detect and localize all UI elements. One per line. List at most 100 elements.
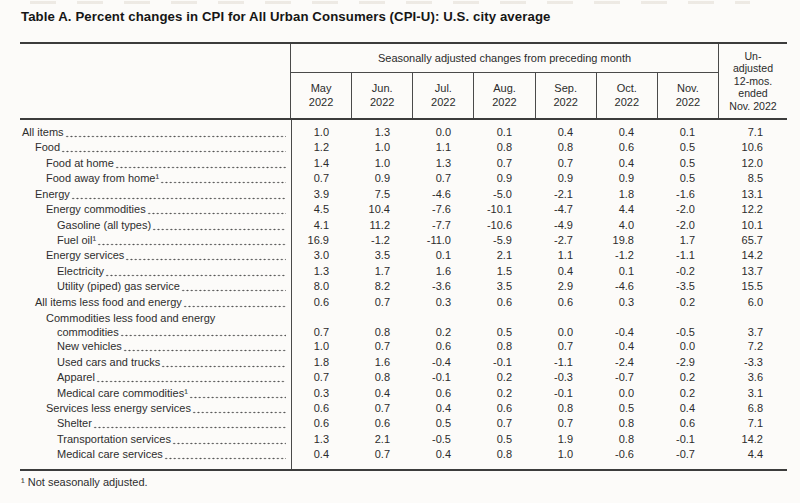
row-label-text: Food away from home¹: [46, 171, 159, 186]
dot-leader: [123, 349, 286, 352]
table-row: Fuel oil¹16.9-1.2-11.0-5.9-2.719.81.765.…: [20, 233, 787, 248]
year-label: 2022: [492, 96, 516, 110]
column-header-unadjusted-12mos: Un- adjusted 12-mos. ended Nov. 2022: [718, 44, 787, 118]
cell-monthly-change: 0.6: [474, 401, 535, 416]
cell-monthly-change: 0.7: [352, 447, 413, 462]
cell-monthly-change: 0.7: [352, 339, 413, 354]
cell-monthly-change: 0.4: [596, 339, 657, 354]
cell-monthly-change: 0.6: [291, 295, 352, 310]
cell-monthly-change: 0.8: [474, 447, 535, 462]
column-header-jun: Jun. 2022: [352, 73, 413, 118]
header-line: Nov. 2022: [729, 100, 777, 112]
row-label: Food at home: [20, 156, 291, 171]
row-label-line: Electricity: [57, 264, 291, 279]
cut-off-text-artifact: [30, 1, 750, 4]
cell-monthly-change: 0.7: [535, 156, 596, 171]
row-label-line: Medical care commodities¹: [57, 386, 291, 401]
dot-leader: [71, 197, 286, 200]
cell-monthly-change: 0.8: [474, 140, 535, 155]
cell-monthly-change: 0.1: [413, 248, 474, 263]
table-row: Commodities less food and energycommodit…: [20, 310, 787, 339]
cell-monthly-change: 1.6: [352, 355, 413, 370]
cell-monthly-change: 4.5: [291, 202, 352, 217]
dot-leader: [183, 305, 286, 308]
row-label-text: Energy commodities: [46, 202, 146, 217]
cell-unadjusted-12mos: 3.7: [718, 326, 787, 340]
table-header: Seasonally adjusted changes from precedi…: [20, 42, 787, 120]
dot-leader: [105, 274, 286, 277]
cell-monthly-change: 0.5: [657, 171, 718, 186]
row-label: Utility (piped) gas service: [20, 279, 291, 294]
cell-monthly-change: 1.2: [291, 140, 352, 155]
cell-monthly-change: -1.6: [657, 187, 718, 202]
cell-monthly-change: 0.3: [596, 295, 657, 310]
table-row: Food1.21.01.10.80.80.60.510.6: [20, 140, 787, 155]
row-label-text: Commodities less food and energy: [46, 312, 215, 326]
cell-monthly-change: -4.6: [413, 187, 474, 202]
row-label: Fuel oil¹: [20, 233, 291, 248]
cell-unadjusted-12mos: 7.1: [718, 125, 787, 140]
column-header-nov: Nov. 2022: [658, 73, 718, 118]
cell-monthly-change: -0.1: [474, 355, 535, 370]
row-label: Energy: [20, 187, 291, 202]
cell-monthly-change: 0.9: [535, 171, 596, 186]
cell-monthly-change: 0.6: [413, 339, 474, 354]
row-label-line: Medical care services: [57, 447, 291, 462]
row-label-line: Energy: [35, 187, 291, 202]
table-row: Medical care services0.40.70.40.81.0-0.6…: [20, 447, 787, 462]
dot-leader: [96, 380, 286, 383]
cell-monthly-change: 1.0: [352, 156, 413, 171]
cell-monthly-change: 0.6: [352, 416, 413, 431]
cell-monthly-change: -1.1: [657, 248, 718, 263]
cell-monthly-change: -5.0: [474, 187, 535, 202]
cell-unadjusted-12mos: 7.1: [718, 416, 787, 431]
cell-monthly-change: 0.7: [291, 171, 352, 186]
cell-monthly-change: 0.3: [291, 386, 352, 401]
cell-monthly-change: 0.1: [657, 125, 718, 140]
cell-monthly-change: 0.3: [413, 295, 474, 310]
month-label: Sep.: [554, 82, 577, 96]
cell-monthly-change: 0.9: [474, 171, 535, 186]
seasonally-adjusted-group: Seasonally adjusted changes from precedi…: [291, 44, 718, 118]
dot-leader: [192, 411, 286, 414]
cell-unadjusted-12mos: 6.8: [718, 401, 787, 416]
table-row: Food at home1.41.01.30.70.70.40.512.0: [20, 156, 787, 171]
cell-monthly-change: 0.8: [596, 432, 657, 447]
cell-monthly-change: 0.7: [352, 401, 413, 416]
cell-monthly-change: 0.5: [413, 416, 474, 431]
row-label: All items less food and energy: [20, 295, 291, 310]
cell-monthly-change: -4.7: [535, 202, 596, 217]
cell-monthly-change: 0.7: [474, 156, 535, 171]
table-row: Shelter0.60.60.50.70.70.80.67.1: [20, 416, 787, 431]
cell-monthly-change: 0.9: [596, 171, 657, 186]
row-label-line: Food away from home¹: [46, 171, 291, 186]
year-label: 2022: [370, 96, 394, 110]
stub-divider-line: [291, 120, 292, 469]
cell-monthly-change: 4.0: [596, 218, 657, 233]
row-label-text: Apparel: [57, 370, 95, 385]
cell-monthly-change: 3.0: [291, 248, 352, 263]
row-label-text: Medical care services: [57, 447, 163, 462]
cell-monthly-change: 3.5: [474, 279, 535, 294]
table-row: Electricity1.31.71.61.50.40.1-0.213.7: [20, 264, 787, 279]
row-label-line: Gasoline (all types): [57, 218, 291, 233]
row-label-text: Used cars and trucks: [57, 355, 160, 370]
row-label: Energy services: [20, 248, 291, 263]
row-label-text: Electricity: [57, 264, 104, 279]
dot-leader: [115, 166, 286, 169]
cell-monthly-change: 0.4: [596, 156, 657, 171]
row-label: New vehicles: [20, 339, 291, 354]
cell-monthly-change: 1.6: [413, 264, 474, 279]
cell-monthly-change: 8.0: [291, 279, 352, 294]
row-label-text: Food: [35, 140, 60, 155]
year-label: 2022: [309, 96, 333, 110]
cell-monthly-change: 3.9: [291, 187, 352, 202]
cpi-table: Seasonally adjusted changes from precedi…: [20, 42, 787, 471]
cell-monthly-change: 2.1: [474, 248, 535, 263]
stub-header-cell: [20, 44, 291, 118]
cell-monthly-change: 0.4: [413, 401, 474, 416]
table-row: Apparel0.70.8-0.10.2-0.3-0.70.23.6: [20, 370, 787, 385]
cell-monthly-change: 2.9: [535, 279, 596, 294]
cell-monthly-change: 1.0: [352, 140, 413, 155]
row-label-text: Services less energy services: [46, 401, 191, 416]
